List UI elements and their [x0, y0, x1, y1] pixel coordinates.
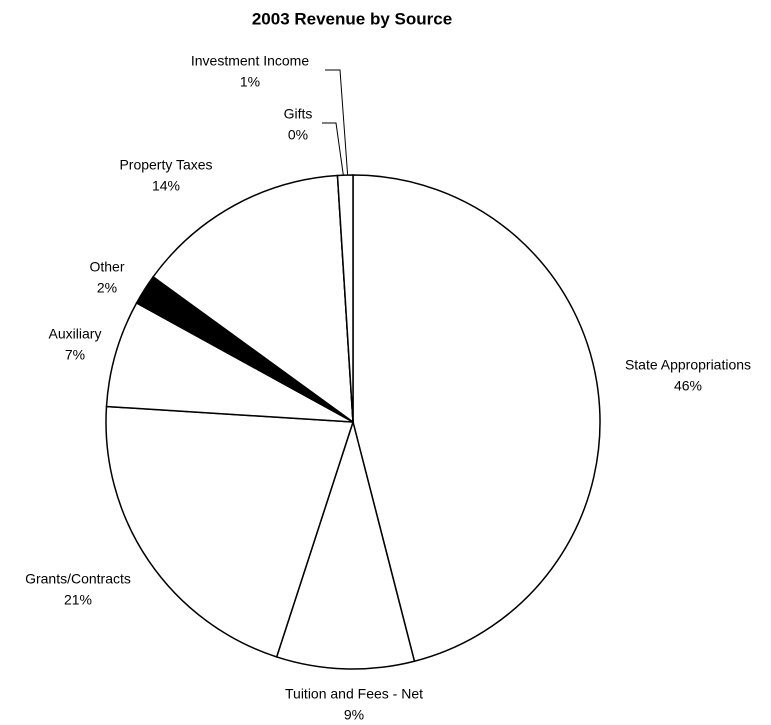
slice-label: Gifts	[284, 106, 313, 122]
slice-value-label: 21%	[64, 592, 92, 608]
slice-value-label: 0%	[288, 127, 308, 143]
slice-value-label: 2%	[97, 280, 117, 296]
chart-title: 2003 Revenue by Source	[252, 9, 452, 28]
slice-label: Investment Income	[191, 53, 309, 69]
pie-slice	[336, 174, 354, 423]
slice-value-label: 1%	[240, 74, 260, 90]
slice-value-label: 14%	[152, 178, 180, 194]
slice-label: Tuition and Fees - Net	[285, 686, 423, 702]
slice-label: State Appropriations	[625, 357, 751, 373]
pie-slice	[352, 174, 601, 663]
leader-line	[325, 69, 349, 181]
slice-value-label: 7%	[65, 347, 85, 363]
leader-line	[322, 122, 345, 181]
slice-label: Other	[89, 259, 124, 275]
slice-label: Auxiliary	[49, 326, 102, 342]
slice-value-label: 9%	[344, 707, 364, 723]
pie-slice	[105, 301, 354, 423]
slice-value-label: 46%	[674, 378, 702, 394]
slice-label: Property Taxes	[119, 157, 212, 173]
pie-slice	[275, 419, 416, 670]
pie-slice	[105, 405, 355, 658]
pie-slice	[152, 174, 354, 424]
slice-label: Grants/Contracts	[25, 571, 131, 587]
